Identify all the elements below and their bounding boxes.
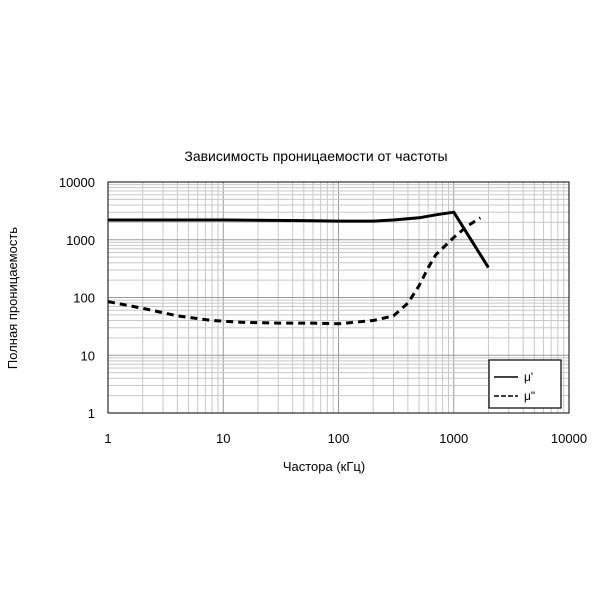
legend-label-1: μ' bbox=[524, 370, 533, 384]
y-tick-label: 1 bbox=[88, 406, 95, 421]
series-line-2 bbox=[107, 216, 482, 326]
series-lines bbox=[107, 210, 490, 326]
y-tick-label: 1000 bbox=[66, 233, 95, 248]
plot-area-frame bbox=[107, 181, 570, 414]
legend-label-2: μ" bbox=[524, 389, 535, 403]
x-tick-label: 10000 bbox=[551, 431, 587, 446]
x-tick-label: 1000 bbox=[439, 431, 468, 446]
y-axis-label: Полная проницаемость bbox=[5, 227, 20, 369]
x-tick-labels: 1 10 100 1000 10000 bbox=[104, 431, 587, 446]
x-tick-label: 100 bbox=[328, 431, 350, 446]
legend: μ' μ" bbox=[488, 359, 562, 409]
x-axis-label: Частора (кГц) bbox=[283, 459, 365, 474]
y-tick-labels: 1 10 100 1000 10000 bbox=[59, 175, 95, 421]
legend-box bbox=[488, 359, 562, 409]
chart-title: Зависимость проницаемости от частоты bbox=[184, 148, 447, 164]
series-line-1 bbox=[108, 210, 490, 269]
x-tick-label: 10 bbox=[216, 431, 230, 446]
y-tick-label: 100 bbox=[73, 291, 95, 306]
y-tick-label: 10 bbox=[81, 348, 95, 363]
y-tick-label: 10000 bbox=[59, 175, 95, 190]
x-tick-label: 1 bbox=[104, 431, 111, 446]
